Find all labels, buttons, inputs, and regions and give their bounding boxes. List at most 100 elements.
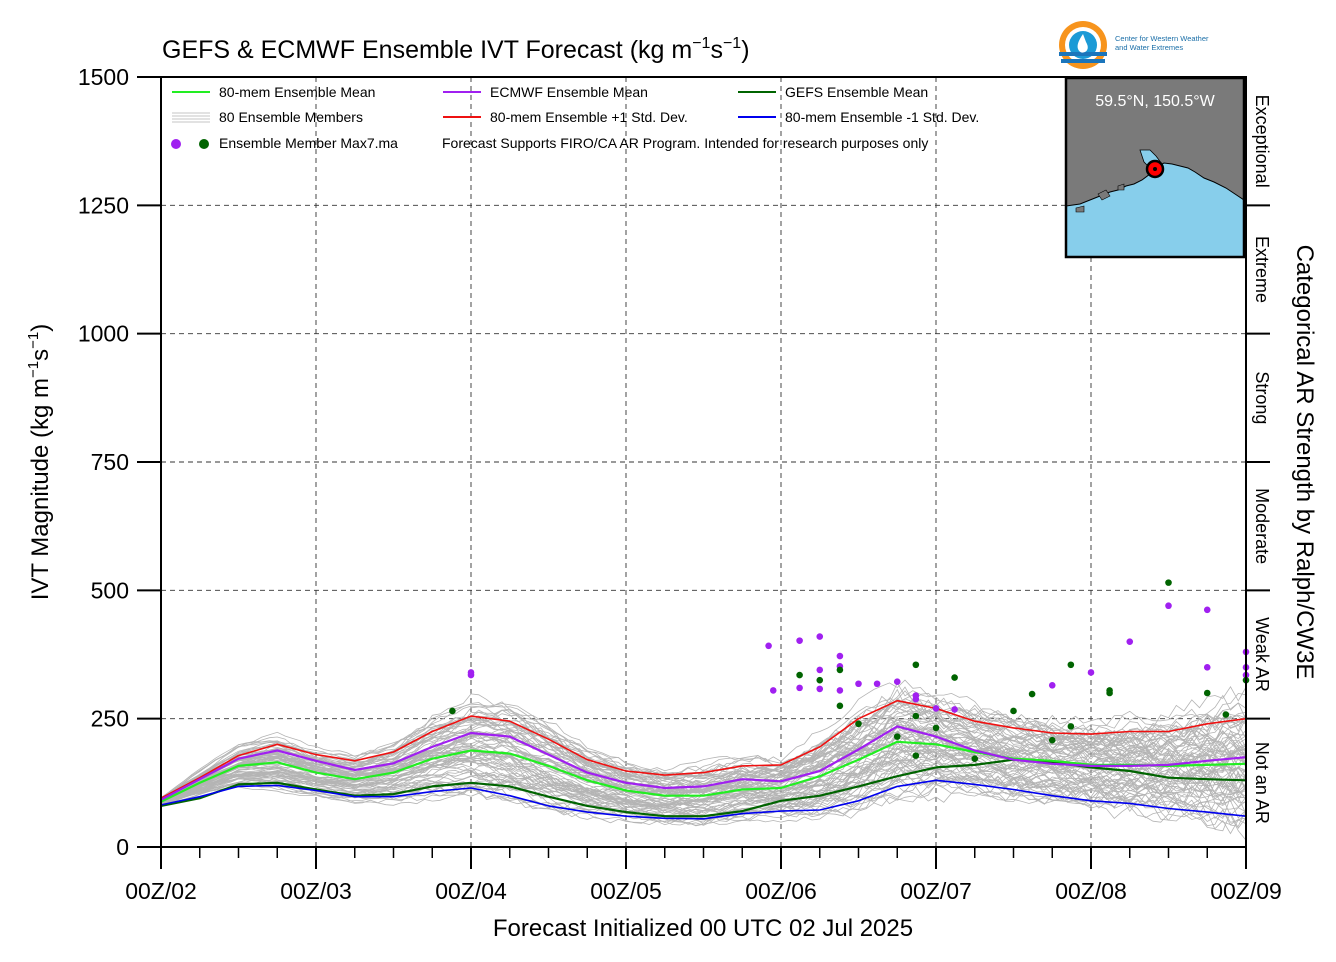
y-tick-label: 1250 <box>78 192 129 218</box>
max7-point-gefs <box>449 707 456 715</box>
y-tick-label: 0 <box>116 834 129 860</box>
max7-point-ecmwf <box>816 633 824 640</box>
y-tick-label: 250 <box>91 706 129 732</box>
ensemble-member-line <box>161 758 1246 827</box>
max7-point-ecmwf <box>816 685 824 693</box>
series-line-80-mem-ensemble-mean <box>161 740 1246 803</box>
series-line-80-mem-ensemble-1-std-dev- <box>161 699 1246 799</box>
series-lines <box>161 699 1246 820</box>
y-tick-label: 500 <box>91 577 129 603</box>
category-label: Not an AR <box>1252 742 1272 824</box>
logo-line2: and Water Extremes <box>1115 43 1183 52</box>
x-tick-label: 00Z/06 <box>745 878 817 904</box>
category-label: Moderate <box>1252 488 1272 564</box>
ensemble-member-line <box>161 717 1246 809</box>
ensemble-member-line <box>161 752 1246 815</box>
y-tick-label: 750 <box>91 449 129 475</box>
legend-max7: Ensemble Member Max7.ma <box>219 135 398 151</box>
y-axis: 0 250 500 750 1000 1250 1500 <box>78 64 161 860</box>
max7-point-ecmwf <box>855 680 862 688</box>
y-tick-label: 1000 <box>78 321 129 347</box>
max7-point-gefs <box>836 666 844 674</box>
max7-point-gefs <box>951 674 958 681</box>
max7-point-gefs <box>971 755 979 763</box>
legend-ecmwf-mean: ECMWF Ensemble Mean <box>490 84 648 100</box>
category-label: Extreme <box>1252 236 1272 303</box>
right-axis-label: Categorical AR Strength by Ralph/CW3E <box>1291 245 1318 680</box>
ensemble-member-line <box>161 778 1246 819</box>
x-tick-label: 00Z/05 <box>590 878 662 904</box>
max7-point-ecmwf <box>932 705 940 712</box>
ensemble-member-line <box>161 731 1246 807</box>
legend-members: 80 Ensemble Members <box>219 109 363 125</box>
ensemble-member-line <box>161 722 1246 801</box>
series-line-80-mem-ensemble-1-std-dev- <box>161 779 1246 820</box>
x-tick-label: 00Z/09 <box>1210 878 1282 904</box>
x-tick-label: 00Z/04 <box>435 878 507 904</box>
max7-point-gefs <box>1067 661 1075 669</box>
ensemble-member-line <box>161 754 1246 826</box>
max7-point-ecmwf <box>1203 606 1211 614</box>
ensemble-member-line <box>161 722 1246 802</box>
legend-ensemble-mean: 80-mem Ensemble Mean <box>219 84 375 100</box>
max7-point-gefs <box>796 671 803 679</box>
category-label: Weak AR <box>1252 617 1272 692</box>
x-axis-label: Forecast Initialized 00 UTC 02 Jul 2025 <box>493 915 913 942</box>
max7-point-gefs <box>1048 736 1056 744</box>
ensemble-members <box>161 679 1246 841</box>
max7-point-gefs <box>912 752 920 759</box>
max7-point-gefs <box>1067 723 1075 730</box>
max7-point-ecmwf <box>1165 602 1172 610</box>
category-label: Exceptional <box>1252 95 1272 188</box>
max7-point-ecmwf <box>796 684 803 692</box>
legend-swatch-members <box>172 112 210 123</box>
x-axis: 00Z/02 00Z/03 00Z/04 00Z/05 00Z/06 00Z/07 00Z/… <box>125 847 1282 904</box>
max7-point-ecmwf <box>1126 638 1134 645</box>
ensemble-member-line <box>161 726 1246 802</box>
inset-island <box>1075 183 1125 213</box>
max7-point-gefs <box>1203 689 1211 697</box>
ensemble-member-line <box>161 694 1246 800</box>
max7-point-ecmwf <box>836 652 844 660</box>
x-tick-label: 00Z/08 <box>1055 878 1127 904</box>
max7-point-gefs <box>1106 689 1113 697</box>
max7-point-gefs <box>932 724 940 732</box>
legend-minus1: 80-mem Ensemble -1 Std. Dev. <box>785 109 979 125</box>
series-line-ecmwf-ensemble-mean <box>161 725 1246 801</box>
ensemble-member-line <box>161 748 1246 804</box>
max7-point-gefs <box>893 733 901 740</box>
ensemble-member-line <box>161 770 1246 816</box>
legend: 80-mem Ensemble Mean 80 Ensemble Members… <box>171 84 979 151</box>
legend-plus1: 80-mem Ensemble +1 Std. Dev. <box>490 109 688 125</box>
max7-point-ecmwf <box>765 642 772 650</box>
chart-title: GEFS & ECMWF Ensemble IVT Forecast (kg m… <box>162 35 750 64</box>
legend-dot-purple <box>171 139 181 149</box>
max7-point-gefs <box>836 702 844 710</box>
max7-point-gefs <box>912 661 920 669</box>
max7-point-gefs <box>1222 711 1230 718</box>
max7-point-ecmwf <box>912 695 920 703</box>
legend-dot-green <box>199 139 209 149</box>
max7-point-gefs <box>1165 579 1172 586</box>
max7-point-gefs <box>912 712 920 720</box>
ensemble-member-line <box>161 692 1246 801</box>
max7-point-ecmwf <box>769 687 777 694</box>
inset-frame <box>1064 76 1246 259</box>
max7-point-ecmwf <box>893 678 901 686</box>
x-tick-label: 00Z/03 <box>280 878 352 904</box>
cw3e-logo: Center for Western Weather and Water Ext… <box>1059 21 1209 69</box>
logo-line1: Center for Western Weather <box>1115 34 1209 43</box>
max7-point-ecmwf <box>1087 669 1095 676</box>
max7-point-ecmwf <box>951 706 958 713</box>
category-label: Strong <box>1252 371 1272 424</box>
max7-point-gefs <box>855 720 862 728</box>
inset-marker-center <box>1153 167 1157 171</box>
max7-point-ecmwf <box>796 637 803 644</box>
max7-point-ecmwf <box>1203 664 1211 671</box>
legend-gefs-mean: GEFS Ensemble Mean <box>785 84 928 100</box>
inset-map: 59.5°N, 150.5°W <box>1064 76 1246 259</box>
max7-point-gefs <box>1010 707 1017 715</box>
max7-point-ecmwf <box>1048 682 1056 689</box>
max7-point-gefs <box>1028 690 1036 698</box>
